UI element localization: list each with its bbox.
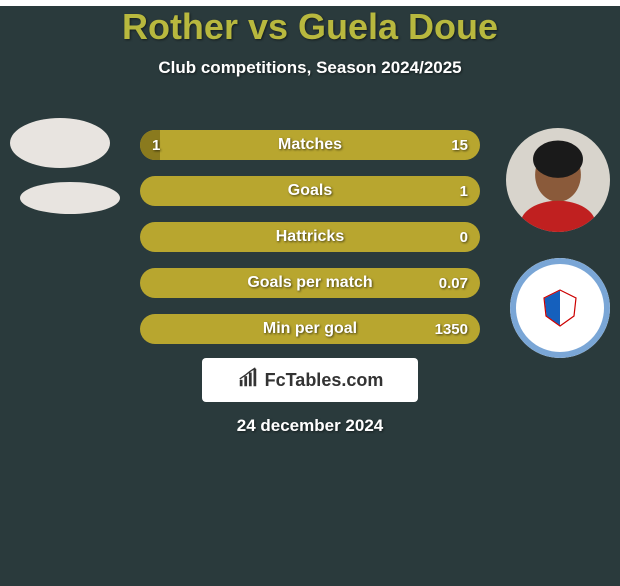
stat-value-right: 0.07	[439, 275, 468, 292]
subtitle: Club competitions, Season 2024/2025	[0, 58, 620, 78]
stat-bar: Hattricks 0	[140, 222, 480, 252]
stat-value-right: 1	[460, 183, 468, 200]
player-right-avatar	[506, 128, 610, 232]
stat-label: Goals	[288, 182, 332, 200]
stat-value-left: 1	[152, 137, 160, 154]
stat-label: Matches	[278, 136, 342, 154]
stat-bar: Goals per match 0.07	[140, 268, 480, 298]
stat-bar: Min per goal 1350	[140, 314, 480, 344]
stat-bars: 1 Matches 15 Goals 1 Hattricks 0 Goals per matc…	[140, 130, 480, 360]
stat-value-right: 0	[460, 229, 468, 246]
branding-text: FcTables.com	[265, 370, 384, 391]
stat-bar: 1 Matches 15	[140, 130, 480, 160]
chart-icon	[237, 367, 259, 394]
player-left-avatar	[10, 118, 110, 168]
stat-label: Min per goal	[263, 320, 357, 338]
page-title: Rother vs Guela Doue	[0, 6, 620, 48]
club-left-crest	[20, 182, 120, 214]
date-text: 24 december 2024	[0, 416, 620, 436]
club-right-crest	[510, 258, 610, 358]
stat-value-right: 1350	[435, 321, 468, 338]
stat-label: Hattricks	[276, 228, 344, 246]
stat-value-right: 15	[451, 137, 468, 154]
branding-badge: FcTables.com	[202, 358, 418, 402]
stat-label: Goals per match	[247, 274, 372, 292]
stat-bar: Goals 1	[140, 176, 480, 206]
